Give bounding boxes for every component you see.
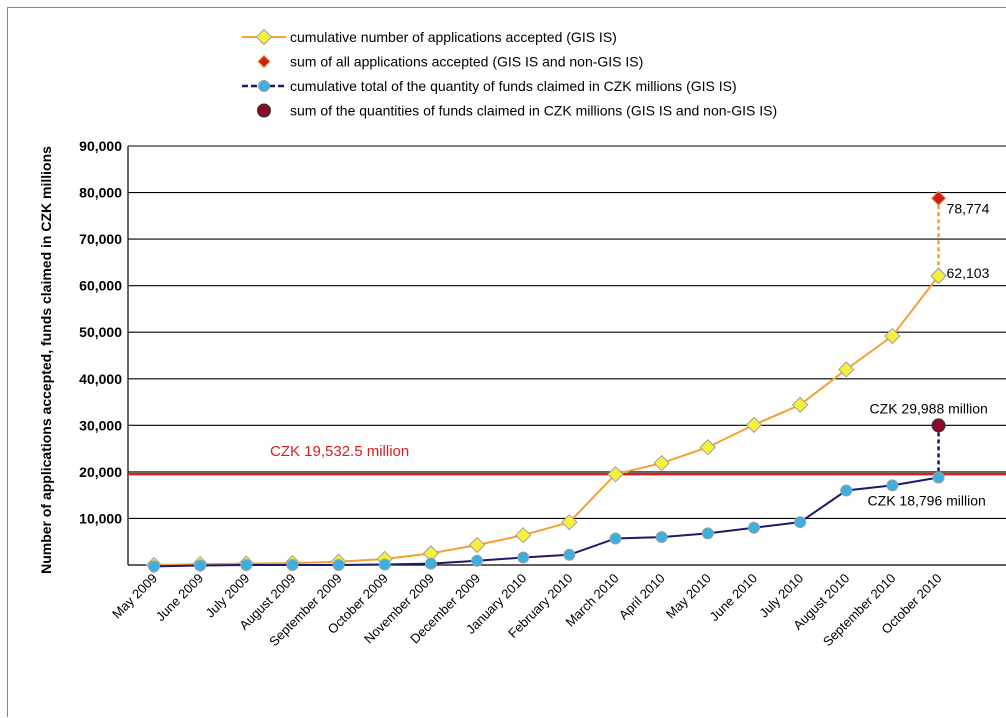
series-1-point <box>655 531 668 544</box>
series-1-point <box>471 554 484 567</box>
legend-entry-1: sum of all applications accepted (GIS IS… <box>290 54 643 70</box>
y-tick-label: 90,000 <box>79 138 122 154</box>
applications-last-label: 62,103 <box>947 265 990 281</box>
applications-sum-point <box>930 190 947 206</box>
sum-points: 78,774 62,103 CZK 29,988 million CZK 18,796… <box>868 190 990 508</box>
y-tick-label: 20,000 <box>79 464 122 480</box>
series-1-point <box>378 558 391 571</box>
series-0-point <box>699 439 717 456</box>
legend-marker-applications <box>255 28 273 46</box>
chart-frame: cumulative number of applications accept… <box>7 7 1006 717</box>
legend: cumulative number of applications accept… <box>242 28 777 119</box>
funds-sum-point <box>931 418 946 433</box>
series-line-1 <box>153 476 939 568</box>
legend-entry-2: cumulative total of the quantity of fund… <box>290 78 737 94</box>
line-chart: cumulative number of applications accept… <box>38 28 1006 650</box>
series-1-point <box>148 560 160 573</box>
series-0-point <box>838 361 855 378</box>
y-axis-label: Number of applications accepted, funds c… <box>38 146 54 574</box>
legend-marker-applications-sum <box>257 54 271 69</box>
series-1-point <box>886 479 899 492</box>
legend-marker-funds-sum <box>257 103 271 118</box>
y-tick-label: 50,000 <box>79 324 122 340</box>
series-0-point <box>514 526 532 544</box>
y-axis-ticks: 90,000 80,000 70,000 60,000 50,000 40,000 30,0… <box>79 138 122 526</box>
funds-sum-label: CZK 29,988 million <box>870 400 988 416</box>
series-0-point <box>653 454 670 472</box>
y-tick-label: 40,000 <box>79 371 122 387</box>
series-1-point <box>794 516 807 529</box>
funds-last-point <box>932 471 945 484</box>
series-1-point <box>286 559 299 571</box>
series-1-point <box>332 559 345 571</box>
series-1-point <box>563 548 576 561</box>
series-0-point <box>561 513 578 531</box>
funds-last-label: CZK 18,796 million <box>868 492 986 508</box>
series-0-point <box>791 396 809 414</box>
y-tick-label: 10,000 <box>79 510 122 526</box>
y-tick-label: 60,000 <box>79 278 122 294</box>
applications-last-point <box>930 267 947 285</box>
series-1-point <box>701 527 714 540</box>
reference-line-label: CZK 19,532.5 million <box>270 443 409 460</box>
x-tick-label: June 2009 <box>153 571 207 625</box>
series-1-point <box>240 559 253 571</box>
series-1-point <box>840 484 853 497</box>
y-tick-label: 80,000 <box>79 185 122 201</box>
y-tick-label: 70,000 <box>79 231 122 247</box>
series-0-point <box>745 416 763 434</box>
x-tick-label: April 2010 <box>616 571 668 623</box>
series-1-point <box>747 521 760 534</box>
legend-entry-3: sum of the quantities of funds claimed i… <box>290 103 777 119</box>
grid <box>127 145 1006 566</box>
x-tick-label: June 2010 <box>707 571 761 625</box>
legend-entry-0: cumulative number of applications accept… <box>290 29 617 45</box>
series-group <box>145 267 947 574</box>
reference-line: CZK 19,532.5 million <box>128 443 1006 476</box>
series-1-point <box>194 559 207 572</box>
series-0-point <box>884 327 901 345</box>
series-1-point <box>609 532 622 545</box>
y-tick-label: 30,000 <box>79 417 122 433</box>
series-0-point <box>468 536 486 554</box>
series-1-point <box>424 557 437 570</box>
series-0-point <box>607 466 624 483</box>
series-line-0 <box>153 275 940 566</box>
series-1-point <box>517 551 530 564</box>
legend-marker-funds <box>258 80 270 92</box>
applications-sum-label: 78,774 <box>947 200 990 216</box>
